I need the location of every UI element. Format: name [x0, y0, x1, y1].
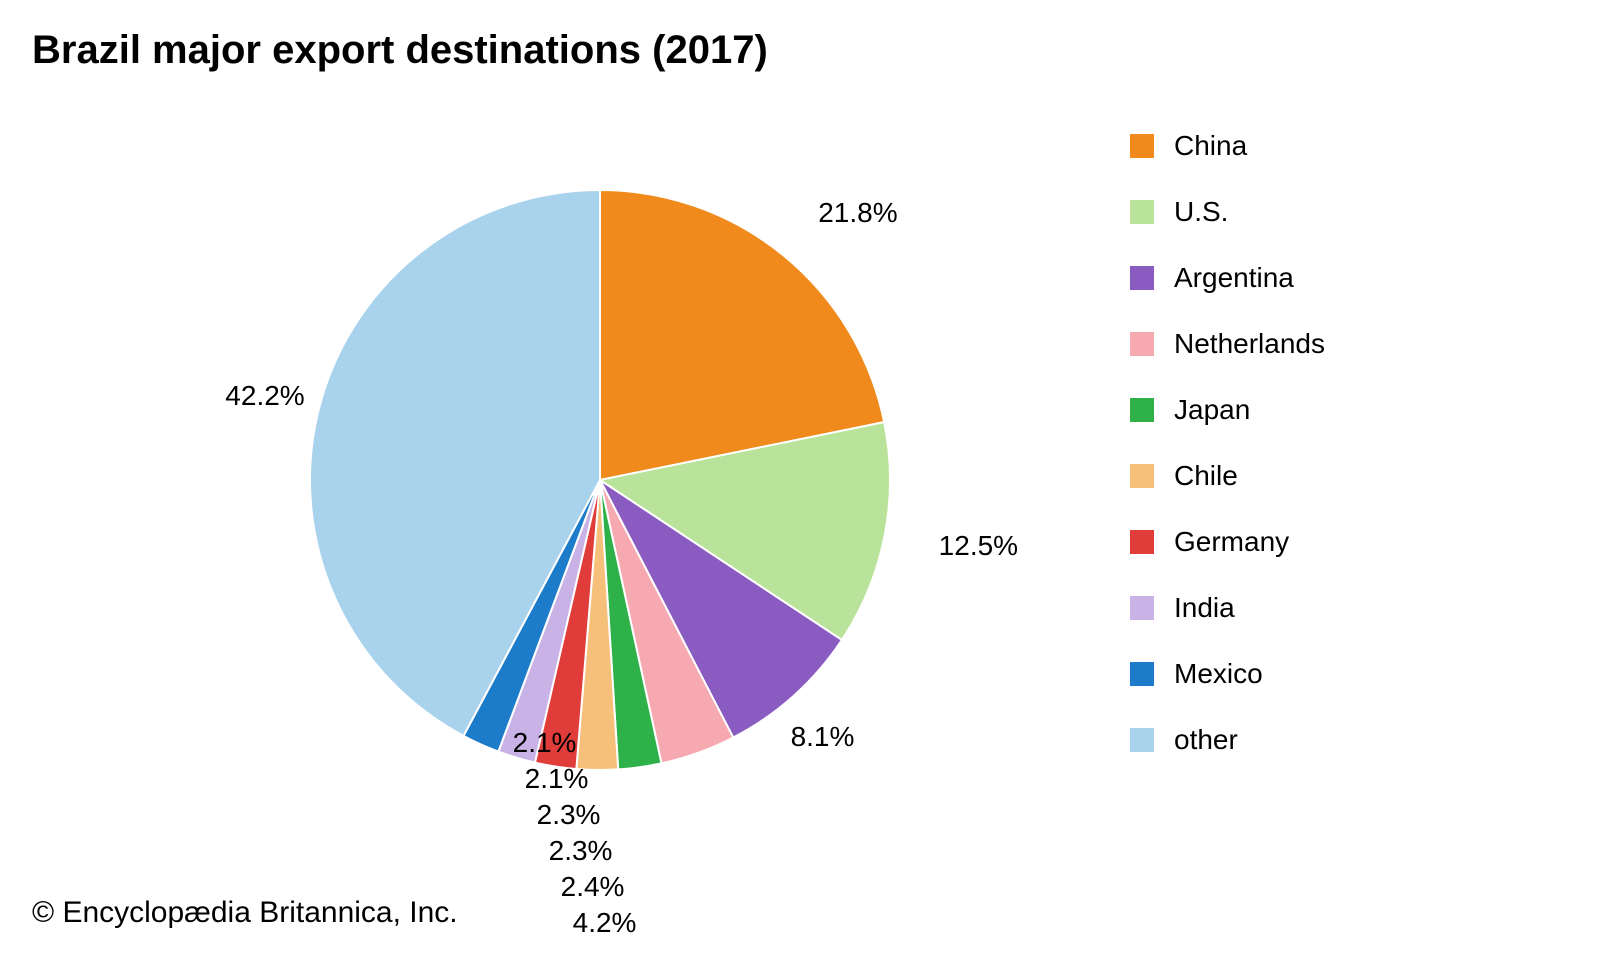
legend-label: Germany [1174, 526, 1289, 558]
legend-item: China [1130, 130, 1325, 162]
legend-label: China [1174, 130, 1247, 162]
legend-swatch [1130, 200, 1154, 224]
legend-swatch [1130, 530, 1154, 554]
slice-label: 42.2% [225, 380, 304, 412]
chart-title: Brazil major export destinations (2017) [32, 28, 768, 73]
legend-item: other [1130, 724, 1325, 756]
slice-label: 2.3% [490, 799, 600, 831]
legend-label: other [1174, 724, 1238, 756]
legend-swatch [1130, 464, 1154, 488]
slice-label: 12.5% [939, 530, 1018, 562]
legend-swatch [1130, 266, 1154, 290]
legend-label: Mexico [1174, 658, 1263, 690]
legend-label: Netherlands [1174, 328, 1325, 360]
legend-swatch [1130, 332, 1154, 356]
legend-swatch [1130, 398, 1154, 422]
legend: China U.S. Argentina Netherlands Japan Chile G… [1130, 130, 1325, 790]
legend-label: Argentina [1174, 262, 1294, 294]
legend-label: Chile [1174, 460, 1238, 492]
copyright-footer: © Encyclopædia Britannica, Inc. [32, 896, 458, 930]
legend-swatch [1130, 134, 1154, 158]
legend-item: Germany [1130, 526, 1325, 558]
slice-label: 4.2% [526, 907, 636, 939]
legend-label: U.S. [1174, 196, 1228, 228]
legend-item: Argentina [1130, 262, 1325, 294]
legend-item: Chile [1130, 460, 1325, 492]
legend-item: Japan [1130, 394, 1325, 426]
legend-label: Japan [1174, 394, 1250, 426]
slice-label: 2.4% [514, 871, 624, 903]
slice-label: 2.1% [478, 763, 588, 795]
legend-label: India [1174, 592, 1235, 624]
slice-label: 2.1% [466, 727, 576, 759]
page-container: Brazil major export destinations (2017) … [0, 0, 1600, 960]
chart-area: 21.8%12.5%8.1%42.2%2.1%2.1%2.3%2.3%2.4%4… [120, 80, 1020, 840]
legend-swatch [1130, 596, 1154, 620]
legend-item: Mexico [1130, 658, 1325, 690]
legend-item: U.S. [1130, 196, 1325, 228]
legend-item: Netherlands [1130, 328, 1325, 360]
legend-swatch [1130, 728, 1154, 752]
legend-item: India [1130, 592, 1325, 624]
slice-label: 8.1% [791, 721, 855, 753]
slice-label: 2.3% [502, 835, 612, 867]
legend-swatch [1130, 662, 1154, 686]
slice-label: 21.8% [818, 197, 897, 229]
